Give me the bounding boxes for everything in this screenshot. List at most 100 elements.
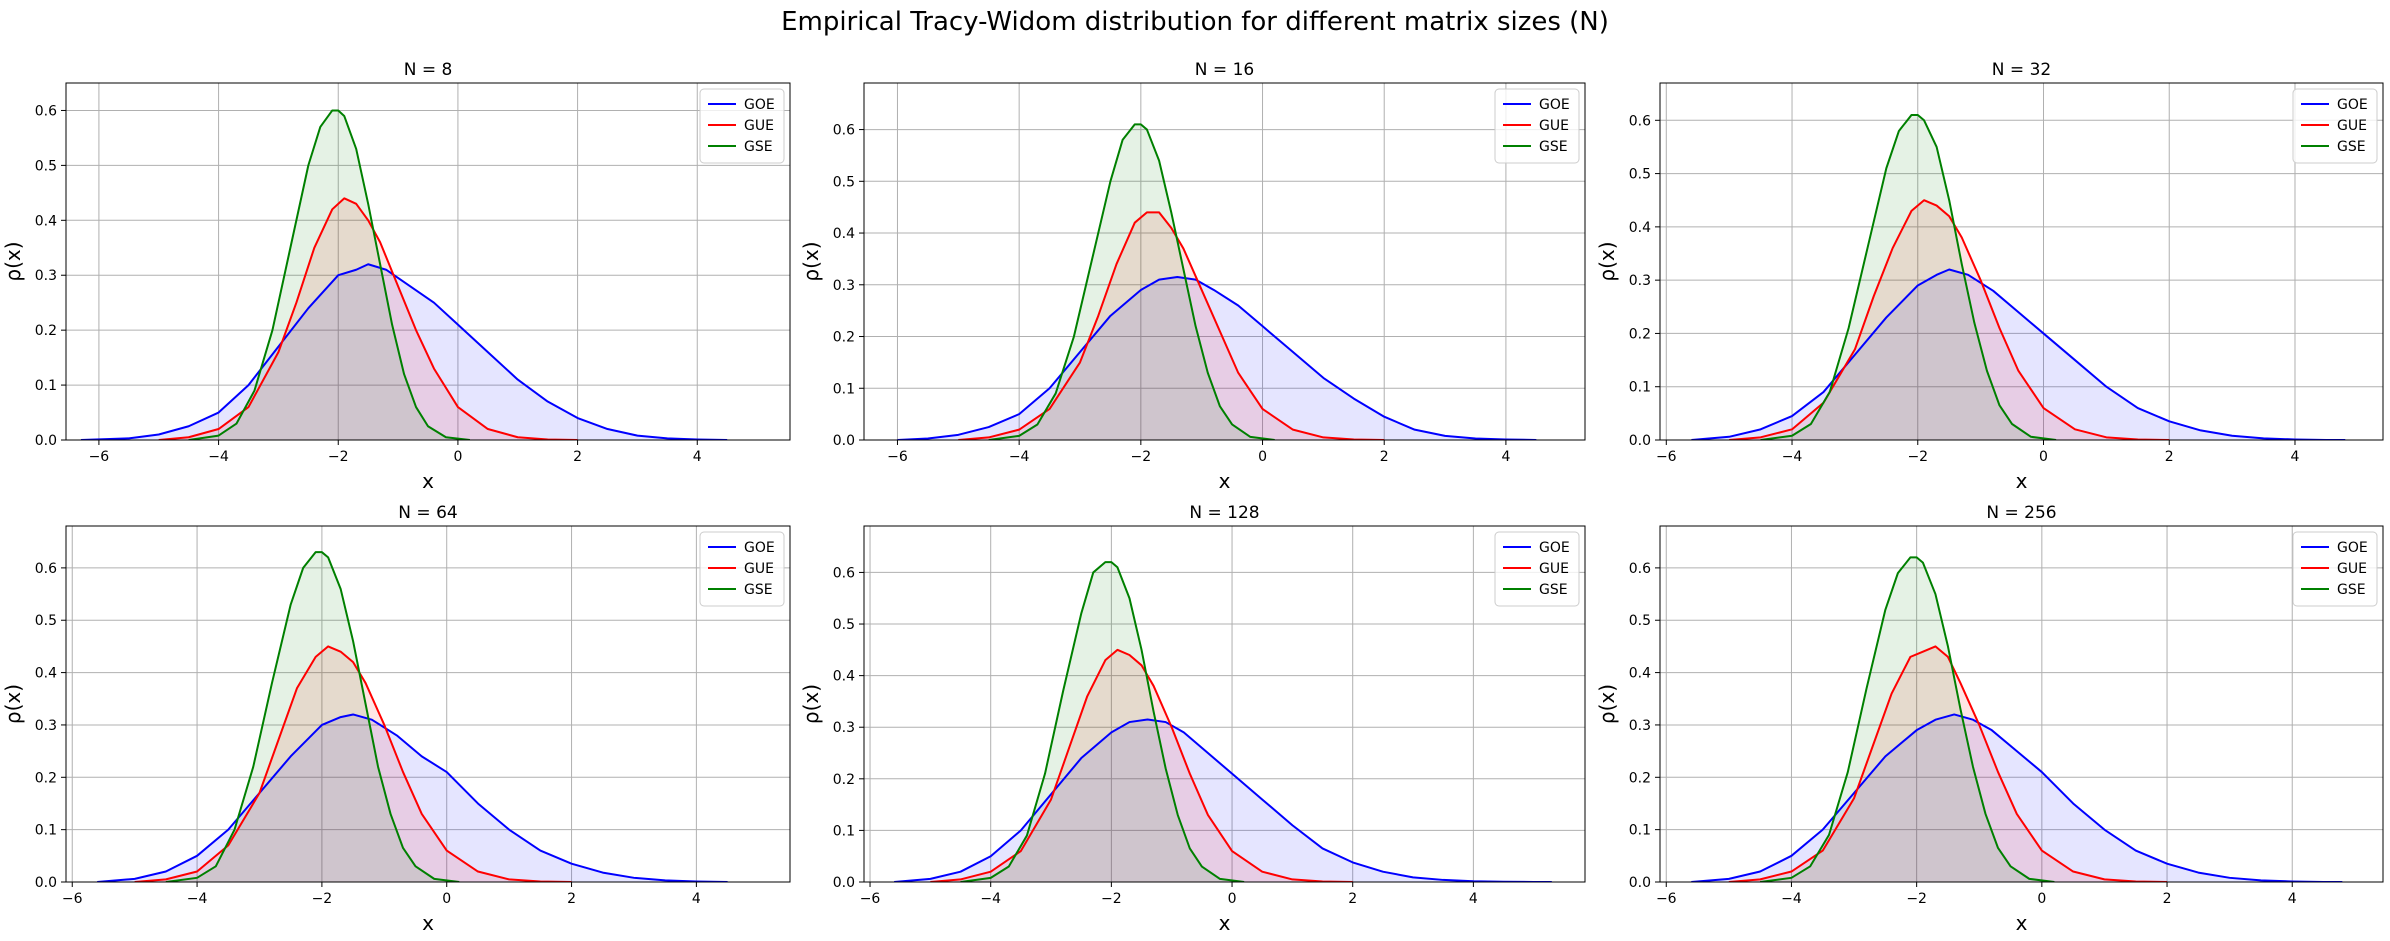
y-tick-label: 0.6 xyxy=(833,565,855,581)
density-line-gse xyxy=(188,109,470,440)
legend-label-goe: GOE xyxy=(744,540,775,556)
ticks: −6 −4 −2 0 2 4 0.0 0.1 0.2 0.3 0.4 0.5 0.6 xyxy=(35,103,702,465)
x-tick-label: −2 xyxy=(312,891,333,907)
x-axis-label: x xyxy=(422,469,434,493)
x-tick-label: −2 xyxy=(1906,891,1927,907)
x-tick-label: −6 xyxy=(1656,891,1677,907)
x-tick-label: −2 xyxy=(1907,449,1928,465)
subplot-grid: −6 −4 −2 0 2 4 0.0 0.1 0.2 0.3 0.4 0.5 0.6 N = 8 x ρ(x)… xyxy=(1,60,2384,935)
legend: GOE GUE GSE xyxy=(699,531,785,607)
x-axis-label: x xyxy=(422,911,434,935)
density-fill-gue xyxy=(1728,646,2168,882)
x-tick-label: −4 xyxy=(187,891,208,907)
y-tick-label: 0.3 xyxy=(1629,273,1651,289)
x-tick-label: 0 xyxy=(442,891,451,907)
subplot-2: −6 −4 −2 0 2 4 0.0 0.1 0.2 0.3 0.4 0.5 0.6 N = 16 x ρ(x… xyxy=(799,60,1586,493)
y-tick-label: 0.2 xyxy=(35,323,57,339)
x-tick-label: 4 xyxy=(1501,449,1510,465)
y-tick-label: 0.4 xyxy=(35,213,57,229)
figure-title: Empirical Tracy-Widom distribution for d… xyxy=(781,7,1609,37)
legend-box xyxy=(1494,88,1580,164)
axes-frame xyxy=(65,82,791,441)
x-tick-label: 2 xyxy=(2163,891,2172,907)
x-tick-label: 0 xyxy=(1228,891,1237,907)
y-tick-label: 0.6 xyxy=(35,103,57,119)
subplot-6: −6 −4 −2 0 2 4 0.0 0.1 0.2 0.3 0.4 0.5 0.6 N = 256 x ρ(… xyxy=(1595,503,2384,935)
density-fill-goe xyxy=(894,719,1552,882)
y-tick-label: 0.4 xyxy=(833,669,855,685)
plot-area xyxy=(894,561,1552,882)
legend-label-goe: GOE xyxy=(2337,97,2368,113)
density-line-gse xyxy=(165,551,460,882)
ticks: −6 −4 −2 0 2 4 0.0 0.1 0.2 0.3 0.4 0.5 0.6 xyxy=(1629,113,2300,465)
y-tick-label: 0.0 xyxy=(833,875,855,891)
density-fill-goe xyxy=(1691,269,2346,440)
y-tick-label: 0.6 xyxy=(1629,561,1651,577)
subplot-1: −6 −4 −2 0 2 4 0.0 0.1 0.2 0.3 0.4 0.5 0.6 N = 8 x ρ(x)… xyxy=(1,60,791,493)
legend-box xyxy=(699,88,785,164)
y-axis-label: ρ(x) xyxy=(1595,684,1619,724)
axes-frame xyxy=(1659,82,2384,441)
subplot-title: N = 32 xyxy=(1992,60,2051,80)
legend: GOE GUE GSE xyxy=(699,88,785,164)
y-tick-label: 0.2 xyxy=(1629,326,1651,342)
y-tick-label: 0.5 xyxy=(35,158,57,174)
y-tick-label: 0.3 xyxy=(35,268,57,284)
axes-frame xyxy=(65,525,791,883)
legend: GOE GUE GSE xyxy=(2292,88,2378,164)
density-fill-gse xyxy=(1760,557,2055,882)
x-tick-label: −4 xyxy=(980,891,1001,907)
density-line-goe xyxy=(1691,713,2343,882)
legend-label-gue: GUE xyxy=(2337,561,2367,577)
legend-label-gue: GUE xyxy=(1539,118,1569,134)
y-axis-label: ρ(x) xyxy=(1595,241,1619,281)
subplot-title: N = 64 xyxy=(398,503,457,523)
y-axis-label: ρ(x) xyxy=(1,241,25,281)
plot-area xyxy=(1691,556,2343,882)
grid-lines xyxy=(864,526,1585,883)
axes-frame xyxy=(1659,525,2384,883)
legend-box xyxy=(699,531,785,607)
density-line-gue xyxy=(958,211,1385,440)
legend: GOE GUE GSE xyxy=(2292,531,2378,607)
x-tick-label: 2 xyxy=(1348,891,1357,907)
x-tick-label: 2 xyxy=(567,891,576,907)
density-fill-goe xyxy=(1691,714,2343,882)
subplot-title: N = 16 xyxy=(1195,60,1254,80)
y-tick-label: 0.0 xyxy=(35,875,57,891)
density-line-gse xyxy=(1760,556,2055,882)
y-tick-label: 0.5 xyxy=(35,613,57,629)
subplot-3: −6 −4 −2 0 2 4 0.0 0.1 0.2 0.3 0.4 0.5 0.6 N = 32 x ρ(x… xyxy=(1595,60,2384,493)
y-tick-label: 0.3 xyxy=(833,278,855,294)
x-axis-label: x xyxy=(1219,469,1231,493)
axes-frame xyxy=(863,525,1586,883)
legend-label-gue: GUE xyxy=(2337,118,2367,134)
y-tick-label: 0.1 xyxy=(1629,380,1651,396)
x-tick-label: −2 xyxy=(1101,891,1122,907)
density-line-goe xyxy=(97,713,728,882)
axes-frame xyxy=(863,82,1586,441)
subplot-title: N = 256 xyxy=(1986,503,2056,523)
x-tick-label: −2 xyxy=(1131,449,1152,465)
y-tick-label: 0.5 xyxy=(1629,613,1651,629)
y-tick-label: 0.5 xyxy=(1629,167,1651,183)
legend-label-goe: GOE xyxy=(1539,97,1570,113)
y-tick-label: 0.0 xyxy=(1629,433,1651,449)
y-tick-label: 0.1 xyxy=(833,381,855,397)
plot-area xyxy=(80,109,728,440)
legend: GOE GUE GSE xyxy=(1494,531,1580,607)
x-tick-label: 0 xyxy=(2037,891,2046,907)
y-axis-label: ρ(x) xyxy=(799,241,823,281)
density-fill-goe xyxy=(80,264,728,440)
subplot-title: N = 8 xyxy=(404,60,453,80)
density-line-gue xyxy=(930,648,1353,882)
x-axis-label: x xyxy=(1219,911,1231,935)
y-tick-label: 0.0 xyxy=(1629,875,1651,891)
density-line-gse xyxy=(988,123,1275,440)
y-tick-label: 0.1 xyxy=(833,823,855,839)
legend-label-gse: GSE xyxy=(744,582,773,598)
x-tick-label: 4 xyxy=(2291,449,2300,465)
density-line-gue xyxy=(158,197,578,440)
y-axis-label: ρ(x) xyxy=(799,684,823,724)
